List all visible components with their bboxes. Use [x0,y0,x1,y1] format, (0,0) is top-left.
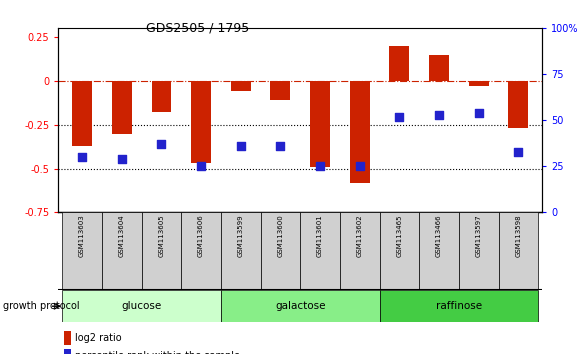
Text: GDS2505 / 1795: GDS2505 / 1795 [146,21,249,34]
Point [395,114,404,120]
Bar [102,212,142,290]
Text: galactose: galactose [275,301,325,311]
Text: GSM113600: GSM113600 [278,215,283,257]
Text: log2 ratio: log2 ratio [75,333,121,343]
Bar [380,212,419,290]
Text: GSM113602: GSM113602 [357,215,363,257]
Bar [300,212,340,290]
Bar [271,81,290,100]
Text: percentile rank within the sample: percentile rank within the sample [75,351,240,354]
Bar [340,212,380,290]
Point [276,143,285,149]
Point [157,142,166,147]
Bar [142,212,181,290]
Bar [221,212,261,290]
Bar [152,81,171,113]
Bar [231,81,251,91]
Text: raffinose: raffinose [436,301,482,311]
Text: GSM113466: GSM113466 [436,215,442,257]
Point [236,143,245,149]
Bar [310,81,330,167]
Text: GSM113599: GSM113599 [238,215,244,257]
Text: growth protocol: growth protocol [3,301,79,311]
Text: GSM113598: GSM113598 [515,215,521,257]
Bar [429,55,449,81]
Point [434,112,444,118]
Bar [72,81,92,146]
Point [78,154,87,160]
Bar [221,290,380,322]
Bar [181,212,221,290]
Text: GSM113603: GSM113603 [79,215,85,257]
Bar [380,290,538,322]
Bar [459,212,498,290]
Point [514,149,523,154]
Bar [62,290,221,322]
Bar [389,46,409,81]
Bar [498,212,538,290]
Point [315,164,325,169]
Point [355,164,364,169]
Text: GSM113597: GSM113597 [476,215,482,257]
Text: GSM113605: GSM113605 [159,215,164,257]
Bar [419,212,459,290]
Point [196,164,206,169]
Bar [469,81,489,86]
Bar [261,212,300,290]
Bar [350,81,370,183]
Bar [112,81,132,133]
Text: GSM113465: GSM113465 [396,215,402,257]
Text: GSM113604: GSM113604 [119,215,125,257]
Point [474,110,483,116]
Bar [508,81,528,128]
Bar [191,81,211,163]
Text: glucose: glucose [121,301,161,311]
Text: GSM113606: GSM113606 [198,215,204,257]
Point [117,156,127,162]
Bar [62,212,102,290]
Text: GSM113601: GSM113601 [317,215,323,257]
